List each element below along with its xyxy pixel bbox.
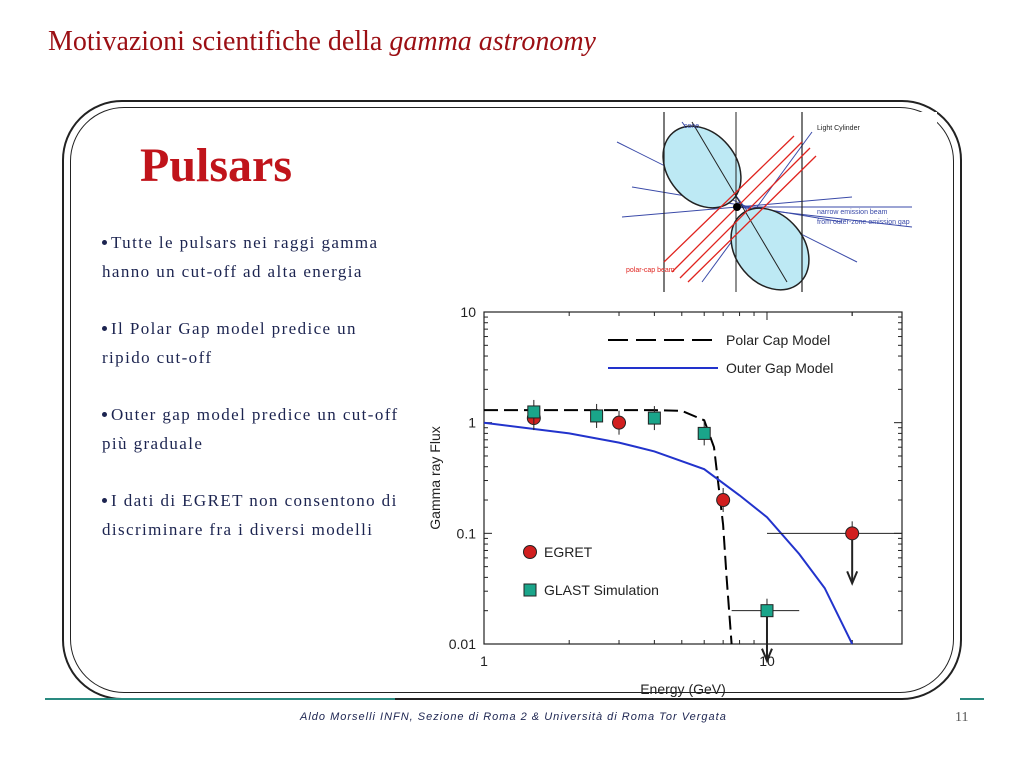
- bullet-dot-icon: [102, 240, 107, 245]
- bullet-text: I dati di EGRET non consentono di discri…: [102, 491, 398, 539]
- title-main: Motivazioni scientifiche della: [48, 26, 390, 57]
- y-tick-label: 1: [468, 415, 476, 431]
- data-point: [527, 405, 541, 419]
- data-point: [716, 493, 731, 508]
- polar-beam-label: polar-cap beam: [626, 267, 675, 274]
- series-line: [483, 421, 854, 645]
- data-point: [760, 604, 774, 618]
- bullet-text: Il Polar Gap model predice un ripido cut…: [102, 319, 357, 367]
- bullet-item: Outer gap model predice un cut-off più g…: [102, 400, 402, 458]
- series-line: [484, 409, 733, 645]
- outer-gap-label: from outer-zone emission gap: [817, 219, 910, 226]
- magnetic-axis: [691, 121, 788, 283]
- bullet-dot-icon: [102, 412, 107, 417]
- upper-lobe: [662, 125, 742, 209]
- data-point: [612, 415, 627, 430]
- bullet-text: Outer gap model predice un cut-off più g…: [102, 405, 399, 453]
- y-tick-label: 0.01: [449, 636, 476, 652]
- legend-marker: [523, 545, 537, 559]
- bullet-text: Tutte le pulsars nei raggi gamma hanno u…: [102, 233, 379, 281]
- legend-label: Polar Cap Model: [726, 332, 830, 348]
- bullet-list: Tutte le pulsars nei raggi gamma hanno u…: [102, 228, 402, 572]
- footer-line-right: [960, 698, 984, 700]
- section-heading: Pulsars: [140, 139, 293, 192]
- slide-frame-inner: [70, 107, 954, 693]
- light-cylinder-label: Light Cylinder: [817, 125, 860, 132]
- data-point: [647, 411, 661, 425]
- lower-lobe: [730, 207, 810, 291]
- bullet-item: Tutte le pulsars nei raggi gamma hanno u…: [102, 228, 402, 286]
- plot-frame: [483, 311, 903, 645]
- slide-frame-outer: [62, 100, 962, 700]
- footer-text: Aldo Morselli INFN, Sezione di Roma 2 & …: [300, 711, 727, 723]
- emission-beam-label: narrow emission beam: [817, 209, 888, 216]
- y-tick-label: 0.1: [457, 525, 477, 541]
- legend-marker: [523, 583, 537, 597]
- legend-label: EGRET: [544, 544, 593, 560]
- x-tick-label: 1: [480, 653, 488, 669]
- data-point: [845, 526, 860, 541]
- data-point: [590, 409, 604, 423]
- cone-label: cone: [684, 123, 699, 130]
- upper-limit-arrow: [846, 570, 859, 586]
- pulsar-diagram: cone Light Cylinder narrow emission beam…: [612, 112, 937, 292]
- x-axis-label: Energy (GeV): [640, 681, 726, 697]
- bullet-item: Il Polar Gap model predice un ripido cut…: [102, 314, 402, 372]
- neutron-star: [733, 203, 741, 211]
- footer-line-left: [45, 698, 395, 700]
- y-axis-label: Gamma ray Flux: [427, 426, 443, 529]
- bullet-dot-icon: [102, 498, 107, 503]
- page-number: 11: [955, 710, 969, 725]
- slide-title: Motivazioni scientifiche della gamma ast…: [48, 26, 596, 58]
- bullet-dot-icon: [102, 326, 107, 331]
- title-italic: gamma astronomy: [389, 26, 596, 57]
- y-tick-label: 10: [460, 304, 476, 320]
- legend-label: GLAST Simulation: [544, 582, 659, 598]
- upper-limit-arrow: [761, 648, 773, 664]
- data-point: [697, 426, 711, 440]
- bullet-item: I dati di EGRET non consentono di discri…: [102, 486, 402, 544]
- legend-label: Outer Gap Model: [726, 360, 833, 376]
